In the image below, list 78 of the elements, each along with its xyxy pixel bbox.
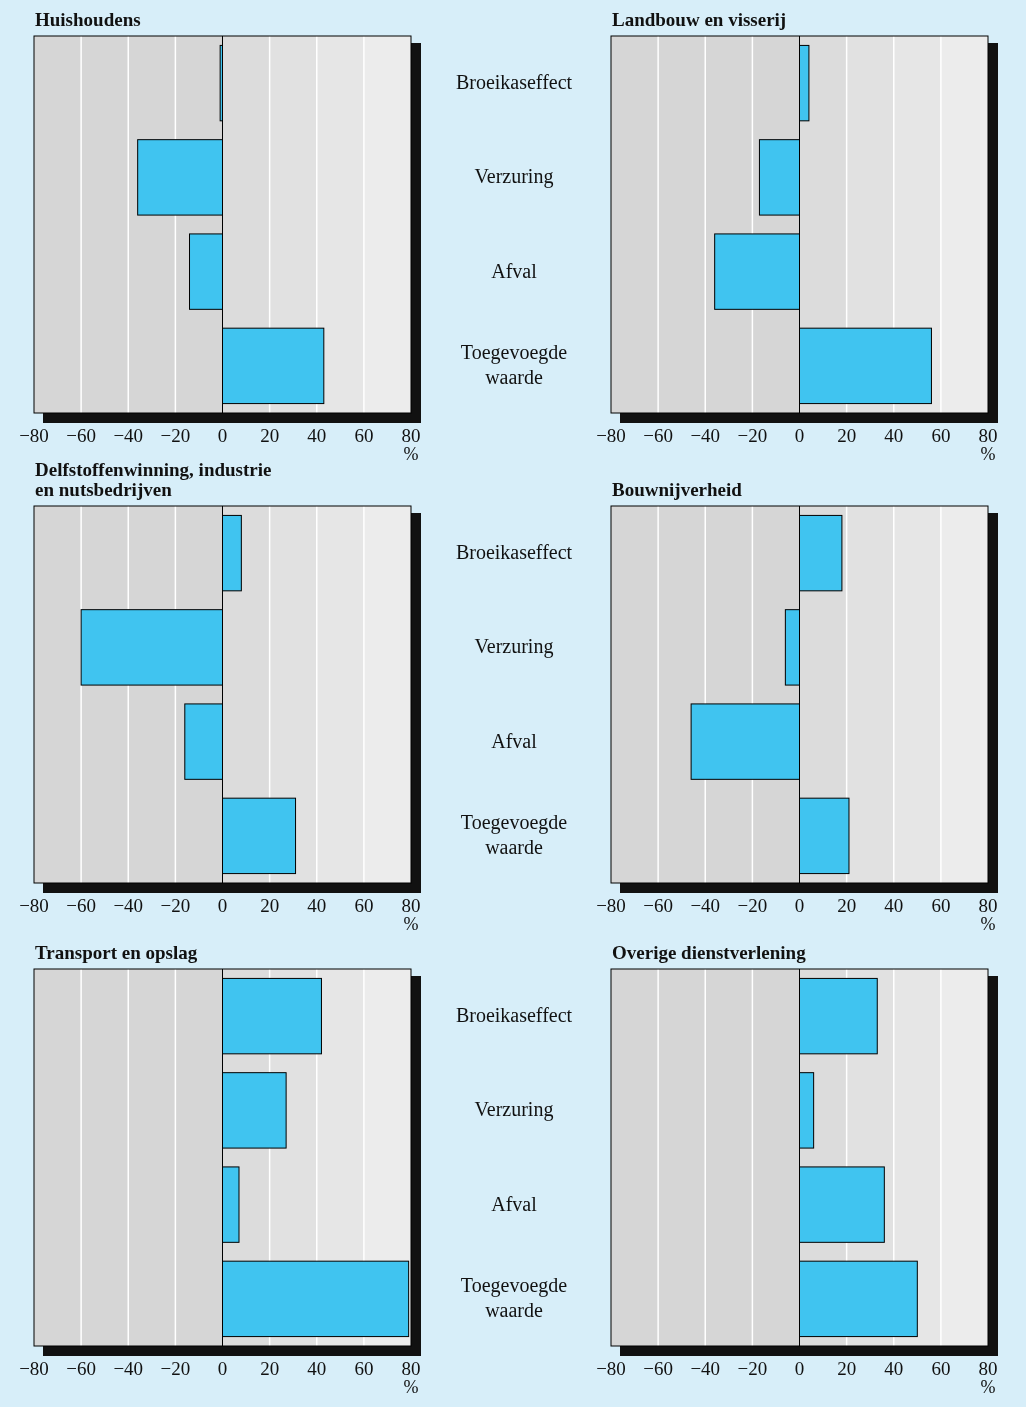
x-tick-label: 40: [307, 1358, 327, 1379]
x-tick-label: 40: [884, 1358, 904, 1379]
y-tick-label: Afval: [491, 729, 538, 752]
x-tick-label: 0: [794, 1358, 805, 1379]
x-tick-label: −60: [643, 425, 673, 446]
x-tick-label: 0: [794, 425, 805, 446]
x-tick-label: −80: [596, 1358, 626, 1379]
x-tick-label: −40: [690, 425, 721, 446]
chart-title: Delfstoffenwinning, industrie en nutsbedrijven: [35, 459, 272, 500]
chart-title: Bouwnijverheid: [612, 479, 743, 500]
x-tick-label: −20: [160, 1358, 191, 1379]
chart-title: Transport en opslag: [35, 942, 198, 963]
y-tick-label: Toegevoegde waarde: [460, 811, 568, 859]
x-tick-label: 60: [354, 1358, 374, 1379]
x-tick-label: −40: [113, 1358, 144, 1379]
chart-title: Huishoudens: [35, 9, 141, 30]
x-axis-title: %: [980, 444, 996, 464]
x-tick-label: 80: [978, 895, 998, 916]
x-tick-label: 20: [260, 425, 280, 446]
x-tick-label: 20: [260, 895, 280, 916]
y-tick-label: Afval: [491, 1192, 538, 1215]
x-tick-label: −40: [690, 895, 721, 916]
y-tick-label: Verzuring: [474, 1098, 554, 1122]
x-tick-label: 40: [307, 895, 327, 916]
x-tick-label: −20: [160, 425, 191, 446]
x-tick-label: 0: [217, 425, 228, 446]
x-tick-label: 80: [401, 895, 421, 916]
y-tick-label: Broeikaseffect: [455, 1004, 573, 1027]
x-tick-label: 80: [978, 1358, 998, 1379]
x-tick-label: 40: [307, 425, 327, 446]
y-tick-label: Toegevoegde waarde: [460, 341, 568, 389]
x-tick-label: 20: [837, 1358, 857, 1379]
x-tick-label: −40: [113, 425, 144, 446]
x-tick-label: −60: [643, 1358, 673, 1379]
x-axis-title: %: [403, 1377, 419, 1397]
x-tick-label: 60: [931, 425, 951, 446]
y-tick-label: Broeikaseffect: [455, 71, 573, 94]
x-tick-label: 80: [978, 425, 998, 446]
x-tick-label: 60: [931, 1358, 951, 1379]
x-tick-label: 0: [217, 895, 228, 916]
x-tick-label: 60: [931, 895, 951, 916]
x-tick-label: −80: [596, 895, 626, 916]
y-tick-label: Afval: [491, 259, 538, 282]
x-tick-label: −60: [66, 1358, 96, 1379]
x-tick-label: −80: [596, 425, 626, 446]
y-tick-label: Broeikaseffect: [455, 541, 573, 564]
chart-title: Overige dienstverlening: [612, 942, 807, 963]
x-tick-label: 40: [884, 895, 904, 916]
x-tick-label: 60: [354, 425, 374, 446]
x-tick-label: 40: [884, 425, 904, 446]
x-tick-label: 80: [401, 1358, 421, 1379]
x-tick-label: −60: [66, 895, 96, 916]
x-tick-label: 60: [354, 895, 374, 916]
x-tick-label: −20: [737, 1358, 768, 1379]
x-axis-title: %: [980, 1377, 996, 1397]
chart-title: Landbouw en visserij: [612, 9, 787, 30]
x-axis-title: %: [980, 914, 996, 934]
x-tick-label: −20: [160, 895, 191, 916]
x-tick-label: 80: [401, 425, 421, 446]
y-tick-label: Verzuring: [474, 635, 554, 659]
x-tick-label: −60: [66, 425, 96, 446]
x-axis-title: %: [403, 914, 419, 934]
y-tick-label: Verzuring: [474, 165, 554, 189]
x-axis-title: %: [403, 444, 419, 464]
x-tick-label: −80: [19, 425, 49, 446]
x-tick-label: 20: [260, 1358, 280, 1379]
x-tick-label: −20: [737, 425, 768, 446]
x-tick-label: −40: [690, 1358, 721, 1379]
x-tick-label: −80: [19, 895, 49, 916]
y-tick-label: Toegevoegde waarde: [460, 1274, 568, 1322]
x-tick-label: 20: [837, 425, 857, 446]
x-tick-label: 0: [794, 895, 805, 916]
x-tick-label: 20: [837, 895, 857, 916]
x-tick-label: −40: [113, 895, 144, 916]
x-tick-label: 0: [217, 1358, 228, 1379]
x-tick-label: −60: [643, 895, 673, 916]
x-tick-label: −80: [19, 1358, 49, 1379]
x-tick-label: −20: [737, 895, 768, 916]
